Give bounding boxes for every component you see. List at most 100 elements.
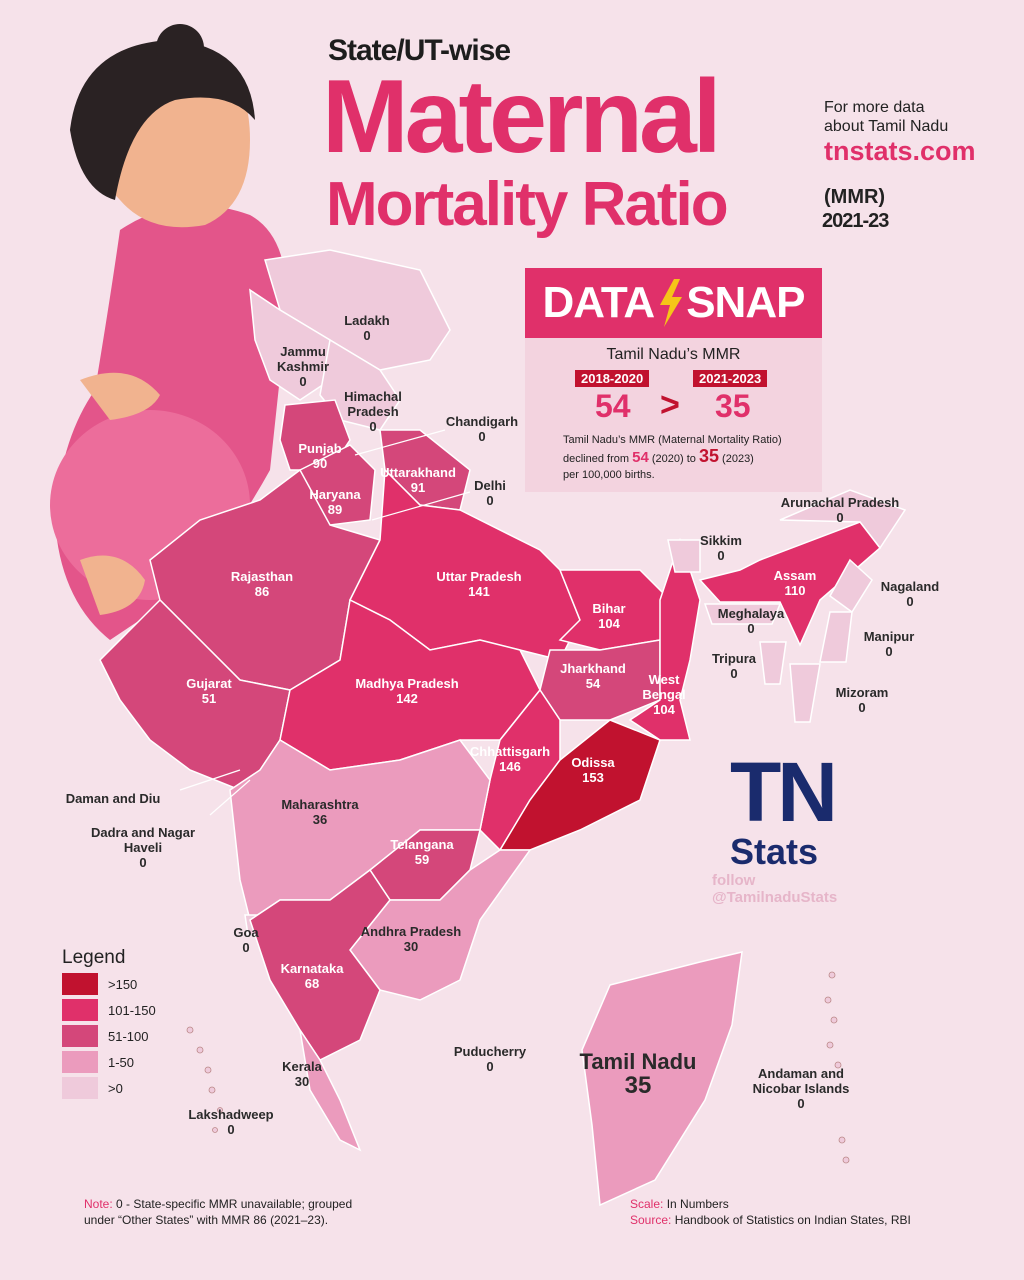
note-text: declined from <box>563 453 630 465</box>
state-shape <box>498 719 661 851</box>
legend-label: 101-150 <box>108 1003 156 1018</box>
snap-value: 35 <box>715 388 751 424</box>
state-label: Tripura 0 <box>694 651 774 681</box>
state-name: Bihar <box>592 601 626 616</box>
source: Source: Handbook of Statistics on Indian… <box>630 1212 911 1228</box>
data-snap: Tamil Nadu’s MMR 2018-2020 2021-2023 54 … <box>525 338 822 492</box>
state-label: Uttarakhand 91 <box>363 465 473 495</box>
state-label: Delhi 0 <box>450 478 530 508</box>
state-shape <box>703 603 782 625</box>
state-label: Bihar 104 <box>564 601 654 631</box>
state-shape <box>581 951 743 1207</box>
promo-site[interactable]: tnstats.com <box>824 136 976 166</box>
state-shape <box>789 663 821 723</box>
state-value: 142 <box>396 691 418 706</box>
state-name: Maharashtra <box>281 797 359 812</box>
note-text: 0 - State-specific MMR unavailable; grou… <box>84 1197 353 1227</box>
state-value: 0 <box>363 328 371 343</box>
state-name: Mizoram <box>835 685 889 700</box>
arrow: > <box>660 386 680 424</box>
title-line: Maternal <box>322 59 722 175</box>
state-label: Karnataka 68 <box>262 961 362 991</box>
state-label: Uttar Pradesh 141 <box>409 569 549 599</box>
note-line: declined from 54 (2020) to 35 (2023) <box>563 447 818 467</box>
islands <box>186 971 850 1164</box>
brand-text: DATA <box>542 278 656 327</box>
state-value: 35 <box>624 1072 652 1099</box>
state-label: Lakshadweep 0 <box>176 1107 286 1137</box>
abbrev: (MMR) <box>824 186 886 208</box>
promo: For more data about Tamil Nadu <box>824 98 948 136</box>
state-label: Telangana 59 <box>372 837 472 867</box>
state-label: Rajasthan 86 <box>202 569 322 599</box>
state-value: 0 <box>227 1122 235 1137</box>
state-name: Punjab <box>298 441 342 456</box>
state-value: 0 <box>486 1059 494 1074</box>
state-name: Daman and Diu <box>65 791 161 806</box>
state-label: Chandigarh 0 <box>422 414 542 444</box>
state-name: Madhya Pradesh <box>355 676 459 691</box>
title-line: Mortality Ratio <box>326 170 729 239</box>
state-value: 0 <box>717 548 725 563</box>
scale-label: Scale: <box>630 1197 664 1211</box>
legend-title: Legend <box>62 947 126 968</box>
state-value: 91 <box>410 480 426 495</box>
legend-swatch <box>62 1077 98 1099</box>
scale: Scale: In Numbers <box>630 1196 911 1212</box>
state-name: Goa <box>233 925 259 940</box>
kicker: State/UT-wise <box>328 34 511 67</box>
state-value: 0 <box>242 940 250 955</box>
legend-label: >0 <box>108 1081 123 1096</box>
state-value: 30 <box>294 1074 310 1089</box>
note-value: 54 <box>632 449 649 466</box>
logo-mark: TN <box>730 745 838 839</box>
state-name: Chandigarh <box>445 414 519 429</box>
state-name: Chhattisgarh <box>469 744 551 759</box>
follow: follow <box>712 872 756 889</box>
state-name: Odissa <box>571 755 615 770</box>
state-value: 90 <box>312 456 328 471</box>
logo-word: Stats <box>730 831 819 872</box>
state-label: Manipur 0 <box>849 629 929 659</box>
state-name: Andhra Pradesh <box>360 924 462 939</box>
period-badge: 2018-2020 <box>575 370 650 387</box>
state-name: Kerala <box>282 1059 322 1074</box>
state-label: Dadra and Nagar Haveli 0 <box>88 825 198 870</box>
brand-text: SNAP <box>686 278 805 327</box>
state-value: 36 <box>312 812 328 827</box>
state-name: Rajasthan <box>230 569 294 584</box>
state-name: Tripura <box>711 651 757 666</box>
source-text: Handbook of Statistics on Indian States,… <box>674 1213 911 1227</box>
state-value: 0 <box>858 700 866 715</box>
state-name: Ladakh <box>344 313 390 328</box>
source-label: Source: <box>630 1213 672 1227</box>
state-value: 110 <box>784 583 806 598</box>
state-shapes <box>99 249 907 1207</box>
snap-value: 54 <box>595 388 631 424</box>
note-text: (2023) <box>722 453 754 465</box>
state-name: Manipur <box>863 629 915 644</box>
state-name: Karnataka <box>280 961 344 976</box>
state-name: Arunachal Pradesh <box>780 495 900 510</box>
state-value: 68 <box>304 976 320 991</box>
snap-note: Tamil Nadu’s MMR (Maternal Mortality Rat… <box>563 432 818 483</box>
state-label: Jharkhand 54 <box>543 661 643 691</box>
logo: TN Stats follow @TamilnaduStats <box>712 745 838 906</box>
state-shape <box>667 539 701 573</box>
state-name: Telangana <box>390 837 454 852</box>
state-value: 153 <box>582 770 604 785</box>
state-value: 51 <box>201 691 217 706</box>
note-text: (2020) to <box>651 453 696 465</box>
leader-lines <box>179 429 471 816</box>
state-value: 0 <box>139 855 147 870</box>
handle[interactable]: @TamilnaduStats <box>712 889 838 906</box>
state-name: Uttar Pradesh <box>436 569 522 584</box>
state-value: 54 <box>585 676 601 691</box>
state-label: Meghalaya 0 <box>706 606 796 636</box>
legend-label: 51-100 <box>108 1029 149 1044</box>
state-label: Gujarat 51 <box>164 676 254 706</box>
note-label: Note: <box>84 1197 113 1211</box>
state-label: Maharashtra 36 <box>260 797 380 827</box>
state-label: Sikkim 0 <box>681 533 761 563</box>
